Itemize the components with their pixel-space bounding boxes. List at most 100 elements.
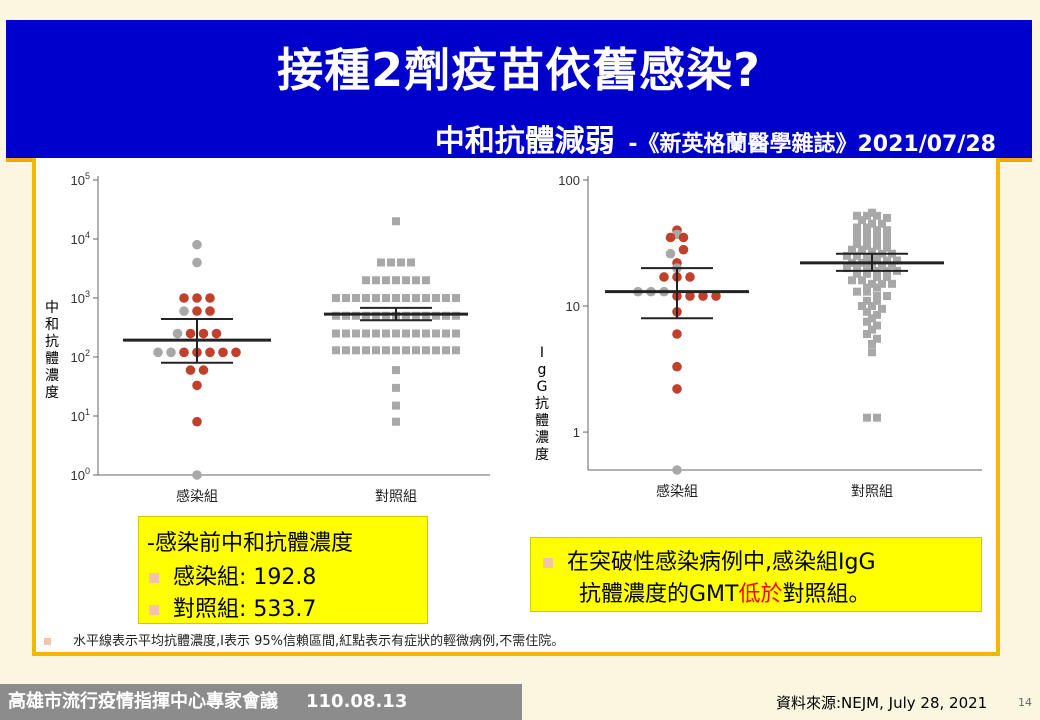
note2-line2-highlight: 低於: [738, 582, 783, 607]
data-point: [863, 264, 871, 273]
data-point: [392, 417, 400, 426]
data-point: [342, 346, 350, 355]
y-tick-label: 101: [71, 407, 90, 424]
data-point: [412, 311, 420, 320]
data-point: [883, 292, 891, 301]
data-point: [873, 236, 881, 245]
y-tick-label: 100: [558, 173, 580, 188]
data-point: [853, 223, 861, 232]
note1-item-infection: 感染組: 192.8: [149, 559, 316, 591]
data-point: [442, 329, 450, 338]
note2-line2-pre: 抗體濃度的GMT: [579, 582, 739, 607]
data-point: [843, 264, 851, 273]
data-point: [422, 294, 430, 302]
data-point: [863, 317, 871, 326]
data-point: [873, 254, 881, 263]
data-point: [402, 276, 410, 285]
y-tick-label: 1: [573, 425, 580, 440]
data-point: [853, 264, 861, 273]
data-point: [878, 304, 886, 313]
data-point: [362, 311, 370, 320]
data-point: [863, 269, 871, 278]
data-point: [392, 294, 400, 302]
data-point: [153, 347, 163, 358]
slide-subtitle: 中和抗體減弱 -《新英格蘭醫學雜誌》2021/07/28: [435, 116, 996, 160]
data-point: [407, 258, 415, 267]
data-point: [873, 226, 881, 235]
data-point: [873, 413, 881, 422]
data-point: [863, 241, 871, 250]
note1-item-control: 對照組: 533.7: [149, 591, 316, 623]
data-point: [166, 347, 176, 358]
data-point: [858, 302, 866, 311]
data-point: [231, 347, 241, 358]
data-point: [873, 296, 881, 305]
data-point: [179, 347, 189, 358]
data-point: [888, 279, 896, 288]
data-point: [452, 294, 460, 302]
data-point: [382, 329, 390, 338]
data-point: [868, 247, 876, 256]
data-point: [179, 306, 189, 316]
data-point: [883, 231, 891, 240]
data-point: [205, 293, 215, 303]
data-point: [332, 294, 340, 302]
data-point: [392, 401, 400, 410]
chart-neutralizing-antibody: 100 101 102 103 104 105 感染組 對照組: [71, 171, 490, 505]
data-point: [665, 232, 676, 243]
footnote-text: 水平線表示平均抗體濃度,I表示 95%信賴區間,紅點表示有症狀的輕微病例,不需住…: [73, 634, 565, 649]
data-point: [853, 287, 861, 296]
x-category-label: 對照組: [851, 484, 893, 500]
subtitle-main: 中和抗體減弱: [434, 124, 615, 159]
data-point: [883, 238, 891, 247]
data-point: [422, 329, 430, 338]
data-point: [362, 294, 370, 302]
data-point: [192, 293, 202, 303]
data-point: [372, 329, 380, 338]
data-point: [853, 233, 861, 242]
y-tick-label: 100: [71, 466, 90, 483]
subtitle-citation: -《新英格蘭醫學雜誌》2021/07/28: [628, 132, 996, 157]
data-point: [863, 329, 871, 338]
data-point: [868, 302, 876, 311]
footer-bar: 高雄市流行疫情指揮中心專家會議 110.08.13: [0, 684, 522, 720]
data-point: [883, 272, 891, 281]
data-point: [711, 291, 721, 301]
data-point: [858, 245, 866, 254]
square-bullet-icon: [44, 638, 51, 645]
data-point: [893, 256, 901, 265]
x-category-label: 感染組: [176, 488, 218, 505]
data-point: [685, 291, 695, 301]
note1-item-label: 感染組: [173, 565, 240, 590]
data-point: [853, 269, 861, 278]
data-point: [672, 361, 682, 372]
data-point: [372, 276, 380, 285]
y-tick-label: 104: [71, 230, 90, 247]
data-point: [397, 258, 405, 267]
data-point: [192, 306, 202, 316]
data-point: [678, 232, 689, 243]
data-point: [883, 243, 891, 252]
y-tick-label: 102: [71, 348, 90, 365]
data-point: [377, 258, 385, 267]
square-bullet-icon: [543, 558, 553, 568]
data-point: [442, 311, 450, 320]
data-point: [192, 380, 202, 391]
data-point: [883, 213, 891, 222]
data-point: [332, 346, 340, 355]
data-point: [362, 276, 370, 285]
data-point: [868, 339, 876, 348]
data-point: [432, 294, 440, 302]
data-point: [878, 261, 886, 270]
y-tick-label: 103: [71, 289, 90, 306]
data-point: [863, 254, 871, 263]
page-number: 14: [1018, 696, 1032, 709]
data-point: [218, 347, 228, 358]
chart-footnote: 水平線表示平均抗體濃度,I表示 95%信賴區間,紅點表示有症狀的輕微病例,不需住…: [44, 630, 564, 649]
data-point: [192, 470, 202, 480]
data-point: [382, 276, 390, 285]
data-point: [672, 329, 682, 339]
note2-line2-post: 對照組。: [782, 582, 871, 607]
